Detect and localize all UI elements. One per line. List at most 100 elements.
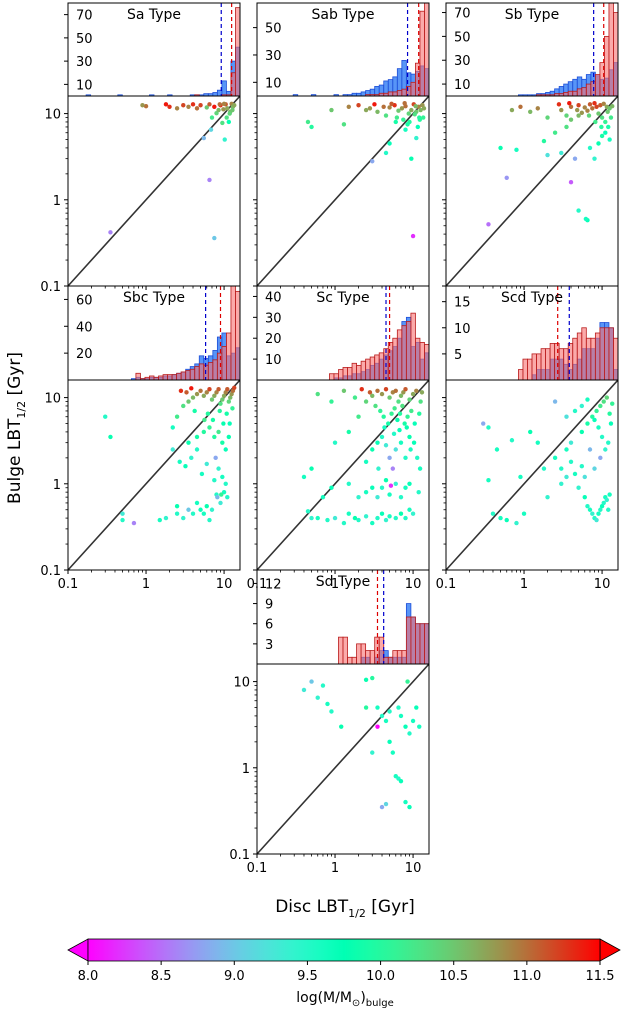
scatter-point [414, 705, 419, 710]
hist-tick-label: 10 [454, 322, 471, 337]
scatter-point [594, 408, 599, 414]
y-tick-label: 10 [44, 392, 61, 407]
scatter-point [385, 421, 391, 426]
scatter-point [410, 233, 416, 239]
scatter-point [607, 411, 612, 416]
bulge-hist-bar [235, 290, 241, 381]
scatter-point [607, 492, 612, 497]
bulge-hist-bar [554, 343, 560, 381]
scatter-point [230, 406, 235, 411]
scatter-point [592, 417, 597, 423]
scatter-point [381, 104, 386, 109]
x-tick-label: 1 [331, 861, 339, 876]
scatter-point [375, 705, 380, 710]
scatter-point [373, 403, 378, 409]
bulge-hist-bar [567, 90, 574, 97]
scatter-point [396, 705, 401, 710]
scatter-point [393, 388, 398, 393]
scatter-point [403, 485, 408, 490]
scatter-point [224, 411, 229, 416]
histogram: 10 30 50 70 [442, 2, 619, 97]
colorbar-extend-high [599, 938, 621, 962]
bulge-hist-bar [347, 656, 353, 665]
bulge-hist-bar [522, 358, 528, 381]
scatter-point [359, 387, 364, 392]
scatter [253, 95, 430, 290]
bulge-hist-bar [158, 375, 164, 381]
scatter-point [227, 111, 232, 116]
scatter-point [587, 507, 593, 512]
scatter-point [401, 117, 406, 122]
bulge-hist-bar [599, 327, 605, 381]
bulge-hist-bar [212, 359, 218, 381]
scatter-point [417, 724, 422, 729]
bulge-hist-bar [604, 35, 610, 97]
scatter-point [417, 466, 423, 471]
scatter-point [221, 393, 227, 398]
x-axis-label: Disc LBT1/2 [Gyr] [275, 897, 415, 920]
bulge-hist-bar [360, 643, 367, 665]
scatter-point [486, 222, 491, 227]
bulge-hist-bar [360, 360, 367, 381]
scatter-point [341, 520, 347, 526]
bulge-hist-bar [563, 92, 569, 97]
x-tick-label: 10 [405, 861, 422, 876]
scatter-point [587, 447, 593, 452]
scatter-point [601, 500, 606, 506]
scatter-point [225, 387, 230, 392]
scatter-point [356, 103, 361, 108]
scatter-point [186, 440, 191, 445]
bulge-hist-bar [351, 362, 357, 381]
scatter-point [363, 459, 369, 464]
scatter-point [398, 494, 404, 500]
scatter-point [403, 724, 408, 729]
scatter-point [393, 447, 398, 452]
scatter-point [585, 421, 590, 426]
scatter-point [224, 115, 229, 120]
bulge-hist-bar [401, 88, 407, 97]
scatter-point [309, 466, 314, 471]
scatter-point [204, 461, 209, 467]
scatter-point [579, 403, 585, 409]
colorbar-tick-label: 10.5 [439, 969, 468, 984]
colorbar-tick-label: 11.5 [586, 969, 615, 984]
scatter-point [370, 520, 375, 526]
scatter-point [401, 390, 406, 395]
bulge-hist-bar [540, 348, 546, 381]
scatter-point [413, 103, 418, 109]
scatter-point [183, 464, 188, 469]
scatter-point [509, 438, 515, 443]
scatter-point [404, 425, 409, 430]
bulge-hist-bar [216, 352, 223, 381]
scatter-point [363, 514, 369, 519]
scatter-point [481, 421, 486, 426]
bulge-hist-bar [604, 327, 610, 381]
scatter-point [363, 399, 369, 404]
scatter-point [403, 387, 408, 392]
scatter-point [596, 511, 601, 516]
scatter-point [212, 104, 217, 109]
scatter-point [414, 135, 419, 141]
scatter-point [415, 124, 421, 130]
hist-tick-label: 10 [265, 353, 282, 368]
scatter-point [494, 447, 500, 452]
scatter-point [418, 399, 423, 404]
scatter-point [388, 483, 394, 488]
scatter-point [594, 517, 599, 523]
scatter-point [202, 417, 207, 423]
scatter-point [417, 117, 423, 122]
scatter-point [352, 515, 358, 521]
scatter-point [194, 447, 200, 452]
panel-title: Scd Type [501, 290, 563, 306]
bulge-hist-bar [230, 285, 236, 381]
scatter-point [419, 390, 425, 395]
scatter-point [381, 414, 386, 419]
scatter-point [403, 127, 408, 132]
scatter-point [594, 104, 599, 109]
scatter-point [587, 102, 593, 107]
scatter-point [521, 511, 527, 516]
hist-tick-label: 20 [265, 332, 282, 347]
